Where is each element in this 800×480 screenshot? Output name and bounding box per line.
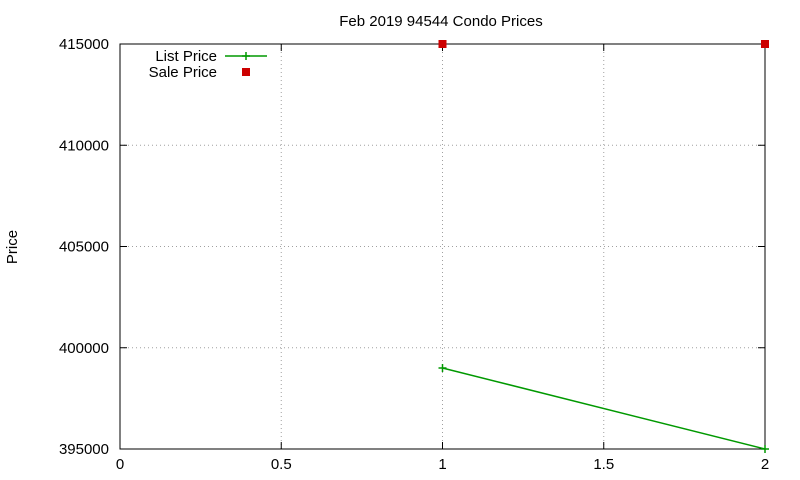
x-tick-label: 2 xyxy=(761,456,769,473)
x-tick-label: 0 xyxy=(116,456,124,473)
y-tick-label: 415000 xyxy=(59,36,109,53)
legend-swatch-marker xyxy=(242,68,250,76)
y-tick-label: 400000 xyxy=(59,340,109,357)
y-tick-label: 410000 xyxy=(59,137,109,154)
legend-label: List Price xyxy=(155,48,217,65)
axis-ticks: 395000 400000 405000 410000 415000 0 0.5 1 1.5 2 xyxy=(59,36,769,473)
y-axis-label: Price xyxy=(4,230,21,264)
series-line-list-price xyxy=(442,367,766,450)
data-point-list-price xyxy=(438,364,447,372)
legend-swatch-marker xyxy=(242,52,250,60)
x-tick-label: 0.5 xyxy=(271,456,292,473)
data-point-sale-price xyxy=(761,40,769,48)
x-tick-label: 1 xyxy=(438,456,446,473)
grid xyxy=(120,44,765,449)
y-tick-label: 405000 xyxy=(59,239,109,256)
legend-label: Sale Price xyxy=(149,64,217,81)
series-layer xyxy=(438,40,769,453)
chart-title: Feb 2019 94544 Condo Prices xyxy=(339,13,542,30)
x-tick-label: 1.5 xyxy=(593,456,614,473)
data-point-sale-price xyxy=(438,40,447,48)
data-point-list-price xyxy=(761,445,769,453)
y-tick-label: 395000 xyxy=(59,441,109,458)
